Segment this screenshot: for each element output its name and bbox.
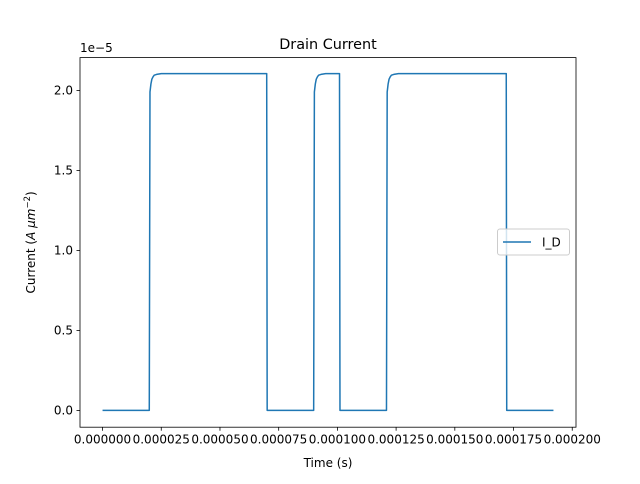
y-axis-offset-text: 1e−5 <box>80 41 113 55</box>
x-tick-label: 0.000025 <box>133 433 190 447</box>
y-axis-label: Current (A μm−2) <box>23 191 38 293</box>
x-axis-ticks: 0.000000 0.000025 0.000050 0.000075 0.000100… <box>74 427 601 447</box>
legend: I_D <box>497 228 570 256</box>
x-tick-label: 0.000200 <box>544 433 601 447</box>
x-tick-label: 0.000050 <box>191 433 248 447</box>
series-line-i-d <box>102 72 554 412</box>
axes-frame <box>79 57 577 428</box>
plot-area <box>80 57 576 428</box>
legend-label-i-d: I_D <box>542 236 561 250</box>
y-axis-label-unit: A μm <box>24 209 38 241</box>
x-tick-label: 0.000075 <box>250 433 307 447</box>
y-tick-label: 2.0 <box>54 84 73 98</box>
y-tick-label: 1.5 <box>54 164 73 178</box>
legend-box <box>497 228 570 256</box>
y-axis-label-prefix: Current ( <box>24 240 38 294</box>
x-tick-label: 0.000000 <box>74 433 131 447</box>
chart-title: Drain Current <box>279 37 377 53</box>
y-tick-label: 0.0 <box>54 404 73 418</box>
y-axis-label-exponent: −2 <box>23 196 33 209</box>
y-axis-ticks: 0.0 0.5 1.0 1.5 2.0 <box>54 84 80 418</box>
y-axis-label-suffix: ) <box>24 191 38 196</box>
series-layer <box>102 72 554 412</box>
x-tick-label: 0.000125 <box>367 433 424 447</box>
y-tick-label: 1.0 <box>54 244 73 258</box>
x-tick-label: 0.000175 <box>485 433 542 447</box>
x-tick-label: 0.000100 <box>309 433 366 447</box>
y-tick-label: 0.5 <box>54 324 73 338</box>
x-axis-label: Time (s) <box>303 456 353 470</box>
x-tick-label: 0.000150 <box>426 433 483 447</box>
